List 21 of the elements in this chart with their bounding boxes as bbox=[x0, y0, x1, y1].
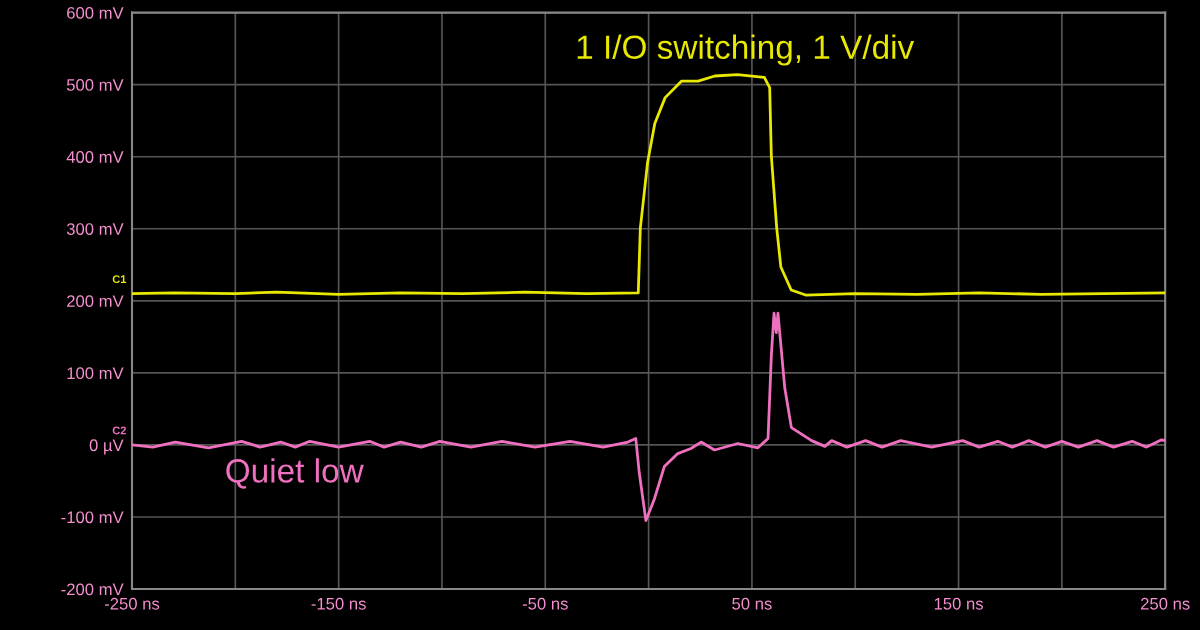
y-tick-label: 200 mV bbox=[67, 295, 124, 308]
y-tick-label: -200 mV bbox=[61, 583, 124, 596]
annotation: 1 I/O switching, 1 V/div bbox=[577, 34, 915, 66]
x-tick-label: 50 ns bbox=[732, 597, 772, 610]
x-tick-label: 250 ns bbox=[1141, 597, 1190, 610]
y-tick-label: -100 mV bbox=[61, 511, 124, 524]
x-tick-label: -50 ns bbox=[522, 597, 568, 610]
line-series bbox=[132, 311, 1166, 522]
x-tick-label: -250 ns bbox=[104, 597, 160, 610]
y-tick-label: 100 mV bbox=[67, 367, 124, 380]
series-label: C2 bbox=[112, 426, 126, 435]
y-tick-label: 400 mV bbox=[66, 151, 124, 163]
y-tick-label: 0 µV bbox=[89, 439, 124, 455]
y-tick-label: 300 mV bbox=[66, 223, 124, 235]
y-tick-label: 600 mV bbox=[67, 7, 124, 19]
annotation: Quiet low bbox=[226, 458, 364, 489]
series-label: C1 bbox=[112, 275, 127, 284]
x-tick-label: 150 ns bbox=[934, 597, 983, 610]
y-tick-label: 500 mV bbox=[66, 79, 124, 91]
x-tick-label: -150 ns bbox=[311, 597, 366, 610]
line-series bbox=[132, 73, 1166, 297]
